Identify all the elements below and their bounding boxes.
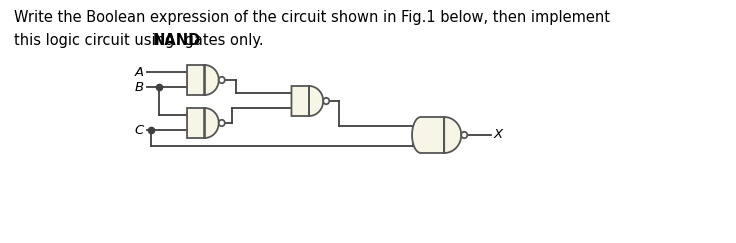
Text: Write the Boolean expression of the circuit shown in Fig.1 below, then implement: Write the Boolean expression of the circ… bbox=[14, 10, 610, 25]
Text: this logic circuit using: this logic circuit using bbox=[14, 33, 179, 48]
Circle shape bbox=[219, 77, 224, 83]
Polygon shape bbox=[291, 86, 323, 116]
Circle shape bbox=[323, 98, 329, 104]
Circle shape bbox=[219, 120, 224, 126]
Polygon shape bbox=[412, 117, 461, 153]
Circle shape bbox=[461, 132, 467, 138]
Text: NAND: NAND bbox=[153, 33, 202, 48]
Text: gates only.: gates only. bbox=[180, 33, 264, 48]
Polygon shape bbox=[187, 108, 219, 138]
Polygon shape bbox=[187, 65, 219, 95]
Text: A: A bbox=[134, 66, 144, 79]
Text: B: B bbox=[134, 81, 144, 94]
Text: X: X bbox=[494, 129, 503, 141]
Text: C: C bbox=[134, 124, 144, 137]
